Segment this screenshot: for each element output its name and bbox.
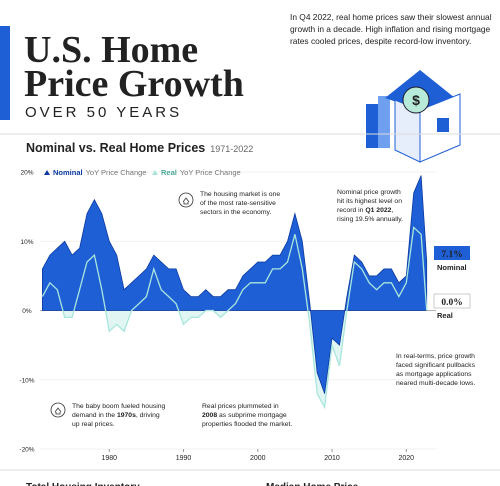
real-area (42, 227, 427, 408)
x-tick-label: 1980 (101, 455, 117, 462)
end-value-label: 0.0% (441, 298, 462, 308)
legend-marker (44, 170, 50, 175)
annotation-text: record in (337, 207, 365, 214)
annotation-icon (178, 192, 194, 208)
title: Price Growth (24, 63, 244, 105)
y-tick-label: -20% (19, 447, 34, 454)
annotation: 2008 as subprime mortgage (202, 412, 287, 419)
annotation-text: Nominal price growth (337, 189, 401, 196)
y-tick-label: 0% (22, 308, 32, 315)
annotation-bold: Q1 2022 (365, 207, 391, 214)
y-tick-label: 20% (20, 170, 33, 177)
annotation-bold: 2008 (202, 412, 217, 419)
annotation: properties flooded the market. (202, 421, 292, 428)
annotation-text: as subprime mortgage (217, 412, 287, 419)
annotation: rising 19.5% annually. (337, 216, 403, 223)
title: U.S. Home (24, 29, 198, 71)
annotation: record in Q1 2022, (337, 207, 393, 214)
annotation: faced significant pullbacks (396, 362, 476, 369)
annotation-icon (50, 402, 66, 418)
x-tick-label: 2020 (399, 455, 415, 462)
footer-heading: Total Housing Inventory (26, 482, 140, 486)
intro: growth in a decade. High inflation and r… (290, 24, 491, 34)
end-label-box (433, 293, 471, 309)
annotation: The baby boom fueled housing (72, 403, 166, 410)
subtitle: OVER 50 YEARS (25, 104, 182, 121)
x-tick-label: 1990 (176, 455, 192, 462)
annotation: demand in the 1970s, driving (72, 412, 160, 419)
annotation-icon-glyph (54, 407, 62, 415)
real-line (41, 226, 428, 410)
svg-text:$: $ (412, 92, 420, 108)
annotation-text: , (391, 207, 393, 214)
x-tick-label: 2000 (250, 455, 266, 462)
annotation: up real prices. (72, 421, 115, 428)
footer-heading: Median Home Price (266, 482, 359, 486)
annotation: Real prices plummeted in (202, 403, 279, 410)
x-tick-label: 2010 (324, 455, 340, 462)
annotation: neared multi-decade lows. (396, 380, 475, 387)
annotation-bold: 1970s (117, 412, 136, 419)
annotation: Nominal price growth (337, 189, 401, 196)
end-series-label: Real (437, 311, 453, 320)
annotation-icon-glyph (182, 197, 190, 205)
annotation: of the most rate-sensitive (200, 200, 276, 207)
annotation: hit its highest level on (337, 198, 402, 205)
annotation-text: rising 19.5% annually. (337, 216, 403, 223)
annotation-text: as mortgage applications (396, 371, 472, 378)
chart-title: Nominal vs. Real Home Prices 1971-2022 (26, 141, 253, 155)
annotation-text: Real prices plummeted in (202, 403, 279, 410)
annotation: In real-terms, price growth (396, 353, 475, 360)
end-label-box (434, 246, 470, 260)
annotation-text: faced significant pullbacks (396, 362, 476, 369)
legend-marker (152, 170, 158, 175)
legend-suffix: YoY Price Change (86, 168, 147, 177)
end-value-label: 7.1% (441, 250, 462, 260)
annotation: The housing market is one (200, 191, 280, 198)
annotation-text: of the most rate-sensitive (200, 200, 276, 207)
chart-title-years: 1971-2022 (210, 144, 253, 154)
annotation-text: hit its highest level on (337, 198, 402, 205)
intro: In Q4 2022, real home prices saw their s… (290, 12, 492, 22)
annotation-text: properties flooded the market. (202, 421, 292, 428)
legend-entry: Nominal YoY Price Change (53, 168, 146, 177)
annotation-text: up real prices. (72, 421, 115, 428)
annotation-text: , driving (136, 412, 160, 419)
annotation: sectors in the economy. (200, 209, 271, 216)
chart-title-main: Nominal vs. Real Home Prices (26, 141, 205, 155)
annotation-text: neared multi-decade lows. (396, 380, 475, 387)
intro: rates cooled prices, despite record-low … (290, 36, 471, 46)
legend-suffix: YoY Price Change (180, 168, 241, 177)
house-illustration: $ (366, 70, 461, 163)
annotation: as mortgage applications (396, 371, 472, 378)
legend-name: Nominal (53, 168, 83, 177)
end-series-label: Nominal (437, 263, 467, 272)
annotation-text: demand in the (72, 412, 117, 419)
legend-name: Real (161, 168, 177, 177)
annotation-text: The baby boom fueled housing (72, 403, 166, 410)
annotation-text: The housing market is one (200, 191, 280, 198)
y-tick-label: -10% (19, 377, 34, 384)
annotation-text: sectors in the economy. (200, 209, 271, 216)
accent-bar (0, 26, 10, 120)
annotation-text: In real-terms, price growth (396, 353, 475, 360)
legend-entry: Real YoY Price Change (161, 168, 241, 177)
y-tick-label: 10% (20, 239, 33, 246)
nominal-area (42, 175, 428, 394)
